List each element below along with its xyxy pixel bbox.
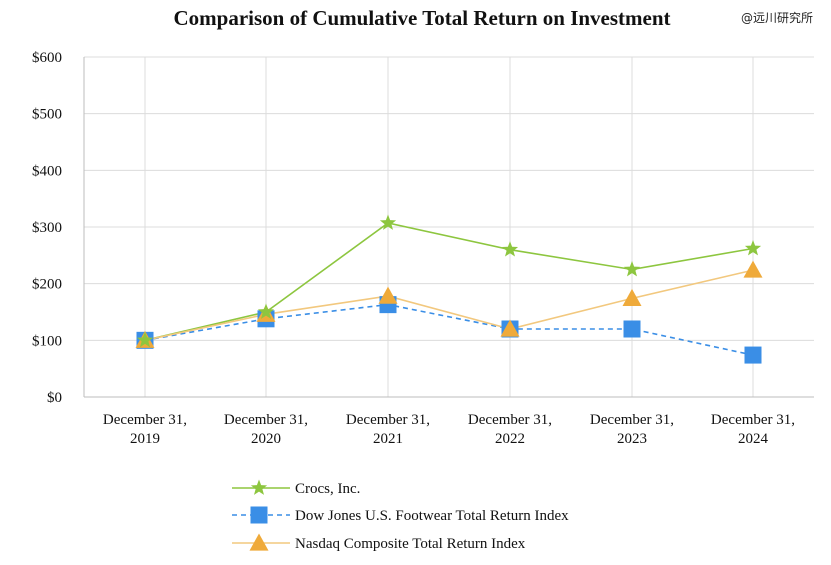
data-point-dow-jones-u-s-footwear-total-return-index <box>623 320 641 338</box>
series-markers <box>135 214 763 364</box>
legend-marker <box>250 506 268 524</box>
data-point-nasdaq-composite-total-return-index <box>622 288 642 306</box>
y-tick-label: $200 <box>32 277 62 293</box>
x-tick-label: December 31, 2019 <box>103 412 187 447</box>
x-tick-label: December 31, 2020 <box>224 412 308 447</box>
legend-marker <box>249 533 269 551</box>
x-tick-label: December 31, 2024 <box>711 412 795 447</box>
data-point-crocs-inc <box>501 241 519 257</box>
grid <box>84 56 814 397</box>
data-point-crocs-inc <box>136 331 154 348</box>
x-tick-label: December 31, 2021 <box>346 412 430 447</box>
series-lines <box>144 222 754 356</box>
y-tick-label: $100 <box>32 333 62 349</box>
y-axis-tick-labels: $0 $100 $200 $300 $400 $500 $600 <box>32 50 62 406</box>
data-point-crocs-inc <box>623 261 641 277</box>
x-axis-tick-labels: December 31, 2019 December 31, 2020 December… <box>103 412 795 447</box>
x-tick-label: December 31, 2023 <box>590 412 674 447</box>
data-point-nasdaq-composite-total-return-index <box>500 319 520 337</box>
y-tick-label: $400 <box>32 163 62 179</box>
y-tick-label: $600 <box>32 50 62 66</box>
data-point-crocs-inc <box>744 240 762 256</box>
legend-label: Nasdaq Composite Total Return Index <box>295 536 526 552</box>
y-tick-label: $500 <box>32 107 62 123</box>
legend-label: Dow Jones U.S. Footwear Total Return Ind… <box>295 508 569 524</box>
x-tick-label: December 31, 2022 <box>468 412 552 447</box>
data-point-crocs-inc <box>379 214 397 230</box>
data-point-dow-jones-u-s-footwear-total-return-index <box>744 346 762 364</box>
y-tick-label: $300 <box>32 220 62 236</box>
legend: Crocs, Inc. Dow Jones U.S. Footwear Total… <box>232 479 569 552</box>
chart-title: Comparison of Cumulative Total Return on… <box>173 6 671 30</box>
series-line-crocs-inc <box>144 222 754 342</box>
axes <box>83 57 814 398</box>
data-point-nasdaq-composite-total-return-index <box>743 260 763 278</box>
watermark: @远川研究所 <box>741 11 814 25</box>
legend-label: Crocs, Inc. <box>295 481 360 497</box>
series-line-nasdaq-composite-total-return-index <box>144 269 754 342</box>
y-tick-label: $0 <box>47 390 62 406</box>
data-point-crocs-inc <box>257 303 275 319</box>
legend-marker <box>250 479 268 495</box>
series-line-dow-jones-u-s-footwear-total-return-index <box>144 303 754 356</box>
data-point-nasdaq-composite-total-return-index <box>378 286 398 304</box>
